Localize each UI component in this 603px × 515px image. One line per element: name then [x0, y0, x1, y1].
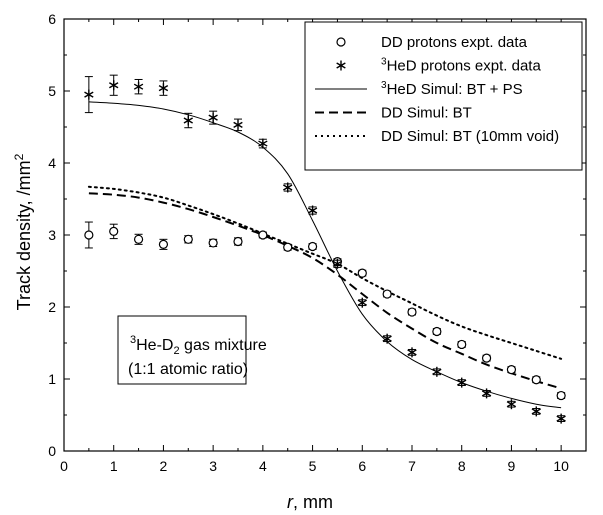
annotation-main: He-D	[136, 337, 173, 354]
y-tick-label: 5	[48, 83, 56, 99]
legend-circle-icon	[336, 37, 346, 47]
dd-proton-point	[457, 339, 467, 350]
hed-proton-point	[432, 366, 442, 377]
dd-proton-point	[307, 241, 318, 252]
dd-proton-point	[432, 326, 442, 337]
y-axis-title: Track density, /mm2	[12, 153, 34, 310]
legend-label: 3HeD Simul: BT + PS	[381, 80, 523, 98]
x-axis-title-unit: , mm	[293, 492, 333, 512]
annotation-line-2: (1:1 atomic ratio)	[128, 361, 248, 378]
dd-proton-point	[407, 307, 417, 317]
hed-proton-point	[556, 413, 566, 424]
y-tick-label: 0	[48, 443, 56, 459]
x-tick-label: 6	[358, 458, 366, 474]
annotation-sub: 2	[173, 345, 179, 357]
dd-proton-point	[481, 353, 492, 363]
hed-proton-point	[481, 388, 492, 399]
x-tick-label: 10	[553, 458, 569, 474]
x-tick-label: 8	[458, 458, 466, 474]
legend-label-text: HeD Simul: BT + PS	[387, 81, 523, 98]
annotation-sup: 3	[130, 334, 136, 346]
x-axis-title: r, mm	[287, 492, 333, 512]
mixture-annotation: 3He-D2 gas mixture (1:1 atomic ratio)	[117, 315, 267, 385]
hed-proton-point	[307, 205, 318, 216]
series-line-dashed	[88, 192, 562, 390]
y-tick-label: 3	[48, 227, 56, 243]
annotation-frame	[117, 315, 247, 385]
dd-proton-point	[258, 230, 268, 240]
hed-proton-point	[332, 258, 343, 269]
legend-label: DD Simul: BT	[381, 105, 472, 122]
legend-label: 3HeD protons expt. data	[381, 57, 541, 75]
y-tick-label: 4	[48, 155, 56, 171]
legend-label-sup: 3	[381, 57, 387, 68]
legend-label-text: HeD protons expt. data	[387, 58, 542, 75]
hed-proton-point	[258, 138, 268, 149]
hed-proton-point	[208, 112, 218, 123]
legend-frame	[304, 21, 583, 171]
series-line-dotted	[87, 185, 563, 360]
x-tick-label: 4	[259, 458, 267, 474]
hed-proton-point	[457, 377, 467, 388]
dd-proton-point	[233, 236, 243, 247]
x-tick-label: 9	[508, 458, 516, 474]
y-tick-label: 1	[48, 371, 56, 387]
y-tick-label: 6	[48, 11, 56, 27]
dd-proton-point	[208, 238, 218, 248]
x-tick-label: 0	[60, 458, 68, 474]
dd-proton-point	[382, 289, 392, 299]
hed-proton-point	[133, 81, 144, 92]
hed-proton-point	[531, 406, 541, 417]
dd-proton-point	[556, 390, 566, 401]
dd-proton-point	[158, 239, 169, 249]
legend-label: DD protons expt. data	[381, 34, 528, 51]
legend-label: DD Simul: BT (10mm void)	[381, 128, 559, 145]
dd-proton-point	[283, 242, 293, 252]
x-tick-label: 2	[160, 458, 168, 474]
hed-proton-point	[382, 333, 392, 344]
hed-proton-point	[407, 347, 417, 358]
dd-proton-point	[506, 365, 517, 375]
dd-proton-point	[109, 226, 119, 236]
y-tick-label: 2	[48, 299, 56, 315]
dd-proton-point	[183, 234, 193, 244]
legend-asterisk-icon	[336, 60, 346, 71]
x-tick-label: 1	[110, 458, 118, 474]
dd-proton-point	[84, 230, 94, 240]
x-tick-label: 5	[309, 458, 317, 474]
legend: DD protons expt. data 3HeD protons expt. …	[304, 21, 583, 171]
y-axis-title-main: Track density, /mm	[14, 160, 34, 310]
annotation-rest: gas mixture	[180, 337, 267, 354]
y-axis-title-sup: 2	[12, 153, 26, 160]
plot-marks	[84, 74, 566, 424]
x-tick-label: 7	[408, 458, 416, 474]
hed-proton-point	[357, 297, 367, 308]
hed-proton-point	[84, 89, 94, 100]
x-axis-title-var: r	[287, 492, 294, 512]
dd-proton-point	[531, 375, 541, 385]
hed-proton-point	[233, 119, 243, 130]
hed-proton-point	[109, 80, 119, 91]
dd-proton-point	[133, 234, 144, 244]
dd-proton-point	[357, 268, 367, 278]
x-tick-label: 3	[209, 458, 217, 474]
hed-proton-point	[506, 399, 517, 410]
legend-label-sup: 3	[381, 80, 387, 91]
hed-proton-point	[283, 182, 293, 193]
annotation-line-1: 3He-D2 gas mixture	[130, 334, 267, 357]
hed-proton-point	[183, 115, 193, 126]
hed-proton-point	[158, 83, 169, 94]
